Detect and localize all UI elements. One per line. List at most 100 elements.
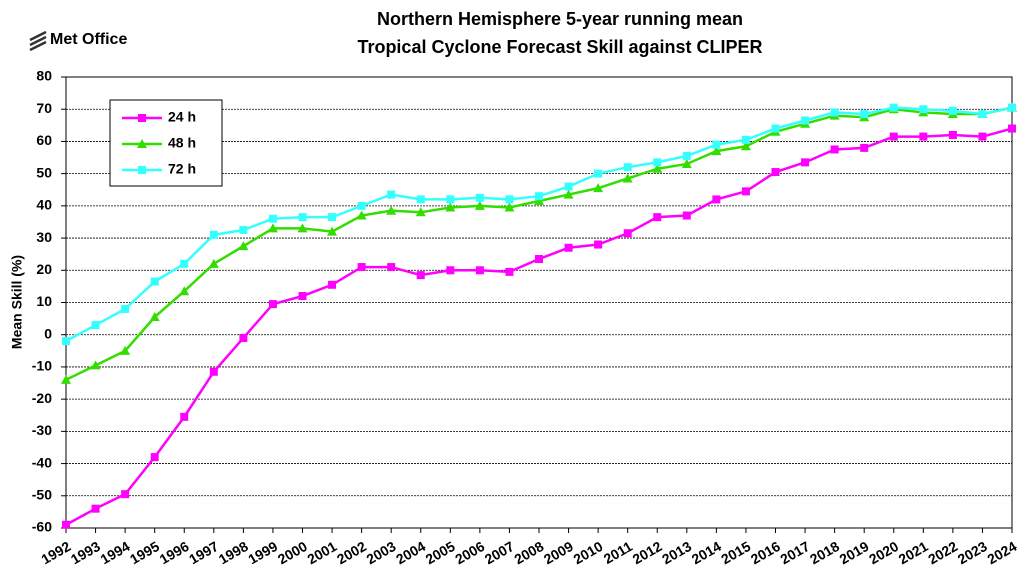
marker <box>1008 124 1016 133</box>
marker <box>681 158 692 168</box>
marker <box>268 214 277 223</box>
marker <box>328 280 337 289</box>
marker <box>594 240 603 249</box>
marker <box>209 367 218 376</box>
marker <box>180 259 189 268</box>
line <box>65 127 1013 526</box>
marker <box>239 226 248 235</box>
marker <box>120 345 131 355</box>
y-tick-label: 0 <box>44 325 52 341</box>
marker <box>948 106 957 115</box>
marker <box>505 195 514 204</box>
marker <box>149 311 160 321</box>
marker <box>860 110 869 119</box>
y-tick-label: -40 <box>32 454 52 470</box>
marker <box>239 333 248 342</box>
marker <box>564 243 573 252</box>
y-tick-label: -50 <box>32 486 52 502</box>
marker <box>121 304 130 313</box>
marker <box>474 200 485 210</box>
marker <box>830 145 839 154</box>
marker <box>475 266 484 275</box>
marker <box>387 263 396 272</box>
legend-marker <box>138 114 146 122</box>
marker <box>267 223 278 233</box>
marker <box>91 321 100 330</box>
marker <box>978 110 987 119</box>
chart-title: Tropical Cyclone Forecast Skill against … <box>357 37 762 57</box>
series <box>62 103 1016 346</box>
marker <box>328 213 337 222</box>
marker <box>357 201 366 210</box>
marker <box>445 202 456 212</box>
marker <box>889 132 898 141</box>
marker <box>801 158 810 167</box>
marker <box>179 286 190 296</box>
marker <box>771 124 780 133</box>
marker <box>416 271 425 280</box>
y-tick-label: 40 <box>36 197 52 213</box>
marker <box>712 195 721 204</box>
marker <box>415 207 426 217</box>
y-tick-label: -20 <box>32 390 52 406</box>
marker <box>62 337 70 346</box>
marker <box>298 292 307 301</box>
y-tick-label: 30 <box>36 229 52 245</box>
series <box>62 124 1016 529</box>
marker <box>623 163 632 172</box>
y-tick-label: 60 <box>36 132 52 148</box>
marker <box>238 241 249 251</box>
marker <box>357 263 366 272</box>
marker <box>919 132 928 141</box>
logo: Met Office <box>29 30 127 52</box>
marker <box>535 192 543 201</box>
marker <box>180 412 189 421</box>
legend-label: 48 h <box>168 135 196 151</box>
marker <box>682 151 691 160</box>
marker <box>150 277 159 286</box>
marker <box>653 213 662 222</box>
legend-swatch <box>137 139 147 148</box>
marker <box>208 258 219 268</box>
marker <box>209 230 218 239</box>
marker <box>535 255 543 264</box>
marker <box>830 108 839 117</box>
marker <box>682 211 691 220</box>
marker <box>653 158 662 167</box>
marker <box>594 169 603 178</box>
marker <box>564 182 573 191</box>
y-tick-label: 20 <box>36 261 52 277</box>
marker <box>978 132 987 141</box>
marker <box>652 163 663 173</box>
legend-swatch <box>138 114 146 122</box>
legend-marker <box>138 166 146 174</box>
legend-swatch <box>138 166 146 174</box>
marker <box>327 226 338 236</box>
marker <box>623 229 632 238</box>
marker <box>387 190 396 199</box>
marker <box>297 223 308 233</box>
x-tick-label: 2024 <box>984 538 1019 568</box>
marker <box>741 135 750 144</box>
marker <box>919 105 928 114</box>
y-axis-label: Mean Skill (%) <box>9 255 25 349</box>
marker <box>860 143 869 152</box>
marker <box>386 205 397 215</box>
legend-marker <box>137 139 147 148</box>
marker <box>712 140 721 149</box>
marker <box>61 374 71 384</box>
marker <box>150 453 159 462</box>
marker <box>268 300 277 309</box>
y-tick-label: 50 <box>36 164 52 180</box>
marker <box>298 213 307 222</box>
marker <box>563 189 574 199</box>
marker <box>356 210 367 220</box>
logo-icon <box>29 30 47 52</box>
marker <box>416 195 425 204</box>
y-tick-label: -10 <box>32 358 52 374</box>
marker <box>1008 103 1016 112</box>
legend-label: 72 h <box>168 161 196 177</box>
marker <box>534 196 544 206</box>
y-tick-label: 70 <box>36 100 52 116</box>
marker <box>446 266 455 275</box>
